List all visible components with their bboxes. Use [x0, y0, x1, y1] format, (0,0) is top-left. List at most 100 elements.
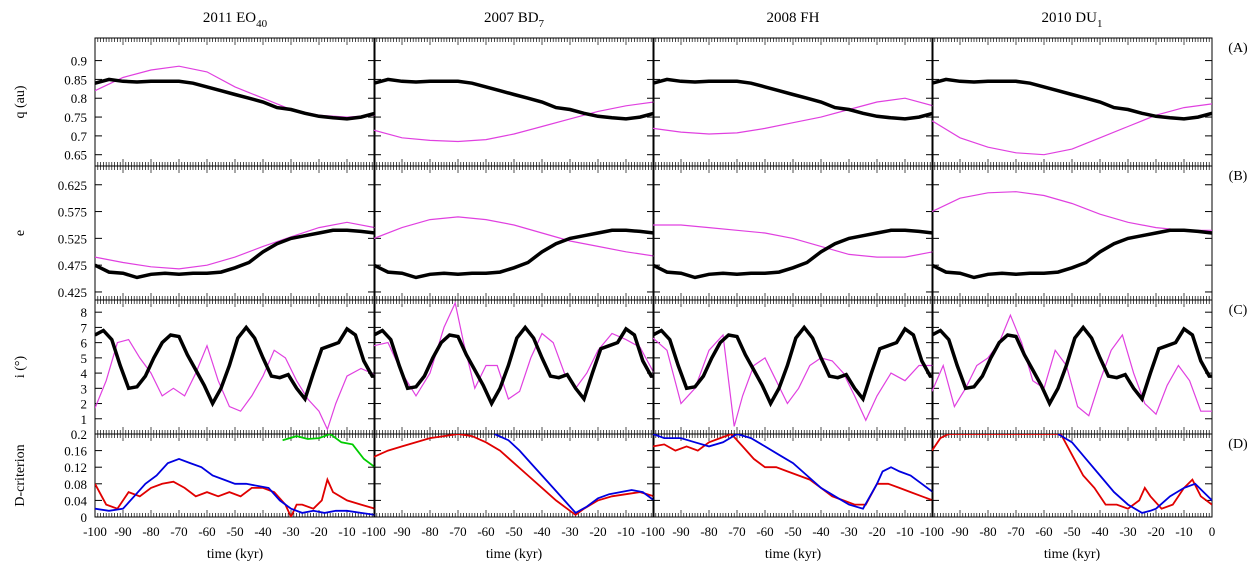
panel-lines	[374, 301, 654, 408]
y-tick-label: 6	[81, 336, 88, 351]
panel-lines	[932, 434, 1212, 514]
x-tick-label: -80	[700, 524, 717, 539]
x-tick-label: -70	[728, 524, 745, 539]
x-tick-label: -10	[896, 524, 913, 539]
panel-frame	[652, 433, 934, 518]
series-line-reference	[95, 228, 375, 280]
series-line-magenta	[653, 97, 933, 135]
panel-lines	[374, 77, 654, 143]
x-tick-label: -80	[421, 524, 438, 539]
x-tick-label: -100	[83, 524, 107, 539]
panel-0-2	[652, 37, 934, 167]
x-tick-label: -70	[1007, 524, 1024, 539]
y-tick-label: 4	[81, 366, 88, 381]
panel-lines	[932, 77, 1212, 156]
series-line-reference	[95, 324, 375, 408]
series-line-reference	[374, 324, 654, 408]
series-line-magenta	[374, 101, 654, 143]
panel-lines	[374, 434, 654, 517]
series-line-green	[282, 434, 375, 468]
y-tick-label: 0.04	[64, 493, 87, 508]
x-tick-label: -30	[282, 524, 299, 539]
x-tick-label: -30	[840, 524, 857, 539]
panel-lines	[653, 224, 933, 280]
x-axis-label: time (kyr)	[207, 547, 264, 562]
panel-frame	[931, 299, 1213, 435]
x-tick-label: -20	[310, 524, 327, 539]
y-tick-label: 0.8	[71, 91, 87, 106]
panel-frame	[94, 37, 376, 167]
series-line-reference	[95, 77, 375, 121]
column-title: 2007 BD7	[484, 10, 545, 30]
y-tick-label: 0	[81, 510, 88, 525]
y-tick-label: 0.85	[64, 72, 87, 87]
x-tick-label: -10	[338, 524, 355, 539]
panel-frame	[373, 37, 655, 167]
panel-frame	[373, 299, 655, 435]
x-tick-label: -50	[226, 524, 243, 539]
y-tick-label: 1	[81, 412, 88, 427]
panel-frame	[373, 165, 655, 301]
series-line-reference	[932, 228, 1212, 280]
series-line-magenta	[932, 103, 1212, 156]
column-title-subscript: 7	[539, 18, 545, 30]
x-tick-label: -40	[254, 524, 271, 539]
column-title-name: 2011 EO	[203, 10, 256, 26]
x-tick-label: -60	[198, 524, 215, 539]
panel-frame	[94, 165, 376, 301]
x-tick-label: -20	[868, 524, 885, 539]
x-tick-label: 0	[1209, 524, 1216, 539]
x-tick-label: -30	[561, 524, 578, 539]
panel-lines	[653, 434, 933, 510]
series-line-reference	[653, 228, 933, 280]
series-line-red	[95, 476, 375, 517]
panel-1-3	[931, 165, 1213, 301]
x-axis-label: time (kyr)	[765, 547, 822, 562]
y-axis-label: q (au)	[13, 85, 28, 118]
y-tick-label: 0.9	[71, 54, 87, 69]
x-tick-label: -100	[641, 524, 665, 539]
panel-frame	[652, 37, 934, 167]
y-tick-label: 0.75	[64, 110, 87, 125]
panel-1-2	[652, 165, 934, 301]
y-tick-label: 0.7	[71, 129, 88, 144]
y-axis-label: D-criterion	[13, 444, 28, 506]
y-tick-label: 3	[81, 381, 88, 396]
series-line-blue	[95, 457, 375, 516]
x-tick-label: -40	[533, 524, 550, 539]
y-tick-label: 5	[81, 351, 88, 366]
series-line-blue	[653, 434, 933, 510]
panel-lines	[95, 221, 375, 280]
x-tick-label: -80	[142, 524, 159, 539]
panel-2-0	[94, 299, 376, 435]
y-tick-label: 8	[81, 305, 88, 320]
column-title-name: 2007 BD	[484, 10, 539, 26]
panel-lines	[932, 191, 1212, 280]
y-tick-label: 2	[81, 397, 88, 412]
column-title-subscript: 1	[1097, 18, 1103, 30]
series-line-reference	[374, 228, 654, 280]
panel-frame	[931, 37, 1213, 167]
panel-lines	[95, 434, 375, 517]
x-tick-label: -50	[1063, 524, 1080, 539]
x-tick-label: -90	[393, 524, 410, 539]
panel-2-3	[931, 299, 1213, 435]
x-tick-label: -30	[1119, 524, 1136, 539]
column-title-name: 2010 DU	[1042, 10, 1098, 26]
series-line-blue	[494, 434, 654, 515]
x-tick-label: -20	[589, 524, 606, 539]
x-tick-label: -50	[505, 524, 522, 539]
column-title: 2008 FH	[767, 10, 820, 26]
x-tick-label: -90	[114, 524, 131, 539]
series-line-reference	[932, 324, 1212, 408]
panel-frame	[652, 165, 934, 301]
series-line-magenta	[932, 313, 1212, 417]
x-tick-label: -70	[449, 524, 466, 539]
x-tick-label: -10	[1175, 524, 1192, 539]
panel-1-0	[94, 165, 376, 301]
panel-lines	[95, 324, 375, 432]
panel-label: (A)	[1228, 41, 1248, 56]
panel-2-1	[373, 299, 655, 435]
series-line-magenta	[932, 191, 1212, 231]
